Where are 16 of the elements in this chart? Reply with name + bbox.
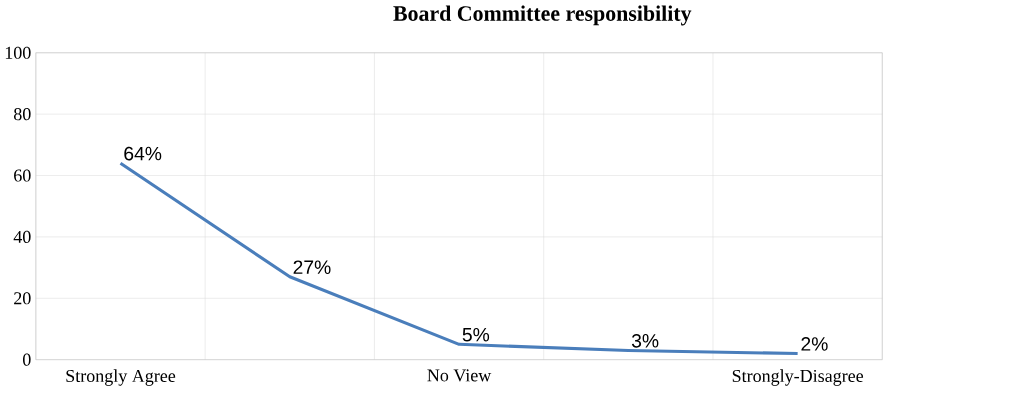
- data-label: 27%: [293, 260, 331, 275]
- y-tick-label: 80: [13, 108, 31, 121]
- x-tick-label: Strongly-Disagree: [732, 369, 864, 386]
- data-label: 2%: [801, 337, 828, 351]
- y-tick-label: 60: [14, 169, 31, 182]
- data-label: 3%: [631, 334, 659, 348]
- chart-title: Board Committee responsibility: [393, 5, 692, 26]
- data-label: 5%: [462, 328, 490, 342]
- data-label: 64%: [124, 146, 162, 161]
- y-tick-label: 0: [22, 353, 31, 366]
- line-series: [118, 161, 800, 356]
- y-tick-label: 40: [13, 231, 31, 244]
- x-tick-label: Strongly Agree: [66, 369, 176, 386]
- y-tick-label: 20: [14, 292, 31, 305]
- x-tick-label: No View: [427, 369, 492, 382]
- y-tick-label: 100: [5, 46, 31, 60]
